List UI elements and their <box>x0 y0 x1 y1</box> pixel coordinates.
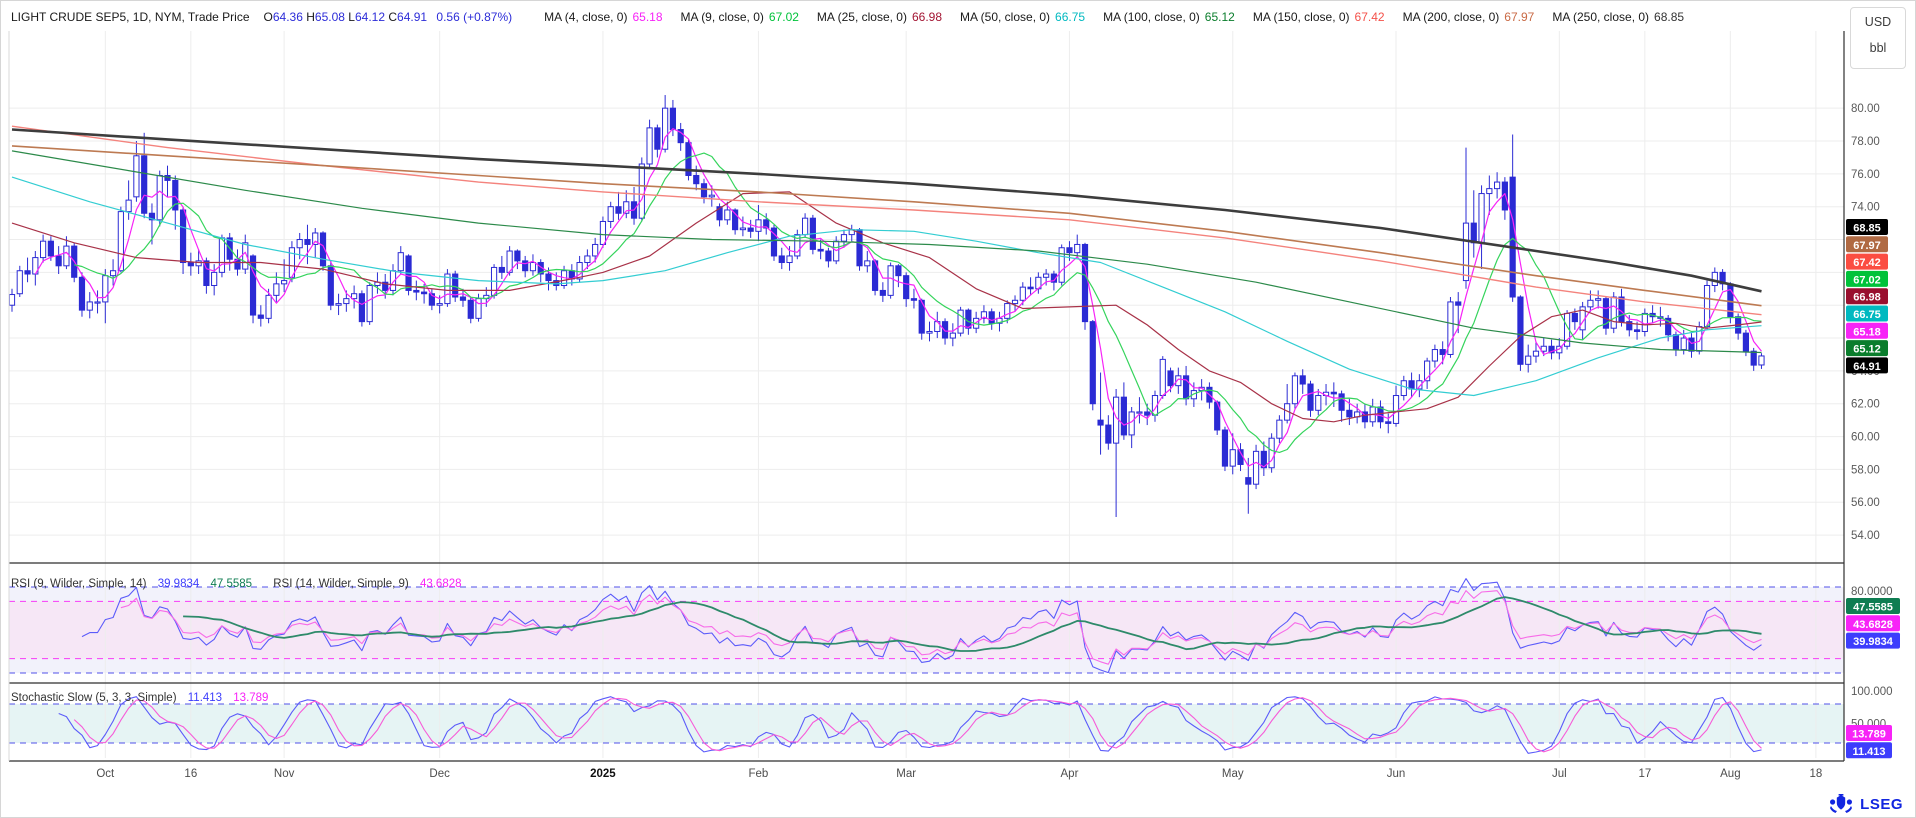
svg-text:80.00: 80.00 <box>1851 103 1880 115</box>
svg-text:11.413: 11.413 <box>1852 746 1885 758</box>
rsi-panel-header[interactable]: RSI (9, Wilder, Simple, 14) 39.9834 47.5… <box>11 578 470 590</box>
svg-text:76.00: 76.00 <box>1851 169 1880 181</box>
svg-text:65.18: 65.18 <box>1853 326 1881 338</box>
lseg-logo-text: LSEG <box>1860 795 1903 813</box>
svg-text:66.75: 66.75 <box>1853 309 1881 321</box>
ma-50-line[interactable] <box>11 176 1762 397</box>
svg-text:Nov: Nov <box>274 768 295 780</box>
high-label: H <box>306 10 315 24</box>
rsi-badges: 47.5585 43.6828 39.9834 <box>1846 598 1900 649</box>
svg-text:64.91: 64.91 <box>1853 361 1881 373</box>
lseg-logo: LSEG <box>1828 794 1903 814</box>
ma-legend-200[interactable]: MA (200, close, 0) 67.97 <box>1402 10 1535 24</box>
ma-legend-9[interactable]: MA (9, close, 0) 67.02 <box>680 10 799 24</box>
ma-25-line[interactable] <box>11 191 1762 423</box>
ma-legend-50[interactable]: MA (50, close, 0) 66.75 <box>960 10 1086 24</box>
currency-unit: USD <box>1864 15 1892 29</box>
svg-text:78.00: 78.00 <box>1851 136 1880 148</box>
stoch-badges: 13.789 11.413 <box>1846 725 1892 759</box>
svg-text:Mar: Mar <box>896 768 916 780</box>
low-value: 64.12 <box>354 10 385 24</box>
svg-text:67.02: 67.02 <box>1853 274 1881 286</box>
panel-borders <box>8 31 1845 762</box>
svg-text:100.000: 100.000 <box>1851 686 1893 698</box>
oscillator-levels <box>9 586 1844 744</box>
svg-text:Aug: Aug <box>1720 768 1740 780</box>
ma-200-line[interactable] <box>11 145 1762 307</box>
svg-text:58.00: 58.00 <box>1851 464 1880 476</box>
candlestick-series[interactable] <box>9 95 1765 518</box>
stoch-value2: 13.789 <box>233 692 269 704</box>
high-value: 65.08 <box>314 10 345 24</box>
svg-text:16: 16 <box>184 768 197 780</box>
svg-text:13.789: 13.789 <box>1852 729 1886 741</box>
stoch-label: Stochastic Slow (5, 3, 3, Simple) <box>11 692 177 704</box>
change-value: 0.56 (+0.87%) <box>436 10 513 24</box>
svg-text:Feb: Feb <box>749 768 769 780</box>
close-value: 64.91 <box>397 10 428 24</box>
stoch-value1: 11.413 <box>187 692 223 704</box>
price-badges: 68.85 67.97 67.42 67.02 66.98 66.75 65.18 65.12… <box>1846 219 1888 374</box>
ma-legend-250[interactable]: MA (250, close, 0) 68.85 <box>1552 10 1685 24</box>
rsi-9-line[interactable] <box>81 578 1762 674</box>
open-value: 64.36 <box>272 10 303 24</box>
ma-legend-25[interactable]: MA (25, close, 0) 66.98 <box>816 10 942 24</box>
close-label: C <box>388 10 398 24</box>
svg-text:17: 17 <box>1638 768 1651 780</box>
rsi-study2-label: RSI (14, Wilder, Simple, 9) <box>273 578 409 590</box>
svg-text:47.5585: 47.5585 <box>1853 602 1893 614</box>
rsi-study1-label: RSI (9, Wilder, Simple, 14) <box>11 578 147 590</box>
rsi-9-smoothed-line[interactable] <box>183 596 1762 652</box>
ohlc-readout: O64.36 H65.08 L64.12 C64.91 0.56 (+0.87%… <box>264 10 513 24</box>
svg-text:Jul: Jul <box>1552 768 1567 780</box>
ma-100-line[interactable] <box>11 150 1762 354</box>
svg-text:Oct: Oct <box>96 768 115 780</box>
unit-selector[interactable]: USD bbl <box>1850 7 1906 69</box>
svg-text:67.42: 67.42 <box>1853 257 1881 269</box>
svg-text:39.9834: 39.9834 <box>1853 636 1894 648</box>
svg-text:80.0000: 80.0000 <box>1851 586 1893 598</box>
svg-text:18: 18 <box>1809 768 1822 780</box>
ma-9-line[interactable] <box>74 152 1762 453</box>
ma-legend-100[interactable]: MA (100, close, 0) 65.12 <box>1103 10 1235 24</box>
svg-text:67.97: 67.97 <box>1853 240 1881 252</box>
svg-text:Apr: Apr <box>1061 768 1079 780</box>
ma-legend-150[interactable]: MA (150, close, 0) 67.42 <box>1252 10 1385 24</box>
lseg-crest-icon <box>1830 794 1853 813</box>
svg-text:54.00: 54.00 <box>1851 530 1880 542</box>
gridlines <box>9 31 1844 758</box>
ma-250-line[interactable] <box>11 128 1762 293</box>
ma-legend-4[interactable]: MA (4, close, 0) 65.18 <box>544 10 663 24</box>
svg-text:62.00: 62.00 <box>1851 399 1880 411</box>
svg-text:2025: 2025 <box>590 768 616 780</box>
stoch-d-line[interactable] <box>73 697 1762 753</box>
svg-text:May: May <box>1222 768 1244 780</box>
quantity-unit: bbl <box>1869 41 1887 55</box>
svg-text:66.98: 66.98 <box>1853 292 1881 304</box>
stochastic-panel-header[interactable]: Stochastic Slow (5, 3, 3, Simple) 11.413… <box>11 692 276 704</box>
chart-header: LIGHT CRUDE SEP5, 1D, NYM, Trade Price O… <box>11 8 1684 26</box>
rsi-study2-value: 43.6828 <box>419 578 462 590</box>
rsi-study1-value1: 39.9834 <box>157 578 200 590</box>
rsi-14-line[interactable] <box>120 590 1762 665</box>
svg-text:68.85: 68.85 <box>1853 223 1881 235</box>
svg-text:60.00: 60.00 <box>1851 432 1880 444</box>
time-axis-labels[interactable]: Oct 16 Nov Dec 2025 Feb Mar Apr May Jun Jul 17 Aug 18 <box>96 768 1822 780</box>
instrument-title[interactable]: LIGHT CRUDE SEP5, 1D, NYM, Trade Price <box>11 10 250 24</box>
low-label: L <box>348 10 355 24</box>
svg-text:Dec: Dec <box>429 768 450 780</box>
open-label: O <box>263 10 273 24</box>
svg-text:56.00: 56.00 <box>1851 497 1880 509</box>
svg-text:43.6828: 43.6828 <box>1853 619 1893 631</box>
svg-text:Jun: Jun <box>1387 768 1406 780</box>
svg-text:74.00: 74.00 <box>1851 202 1880 214</box>
ma-4-line[interactable] <box>34 128 1762 468</box>
svg-text:65.12: 65.12 <box>1853 344 1881 356</box>
rsi-study1-value2: 47.5585 <box>210 578 253 590</box>
